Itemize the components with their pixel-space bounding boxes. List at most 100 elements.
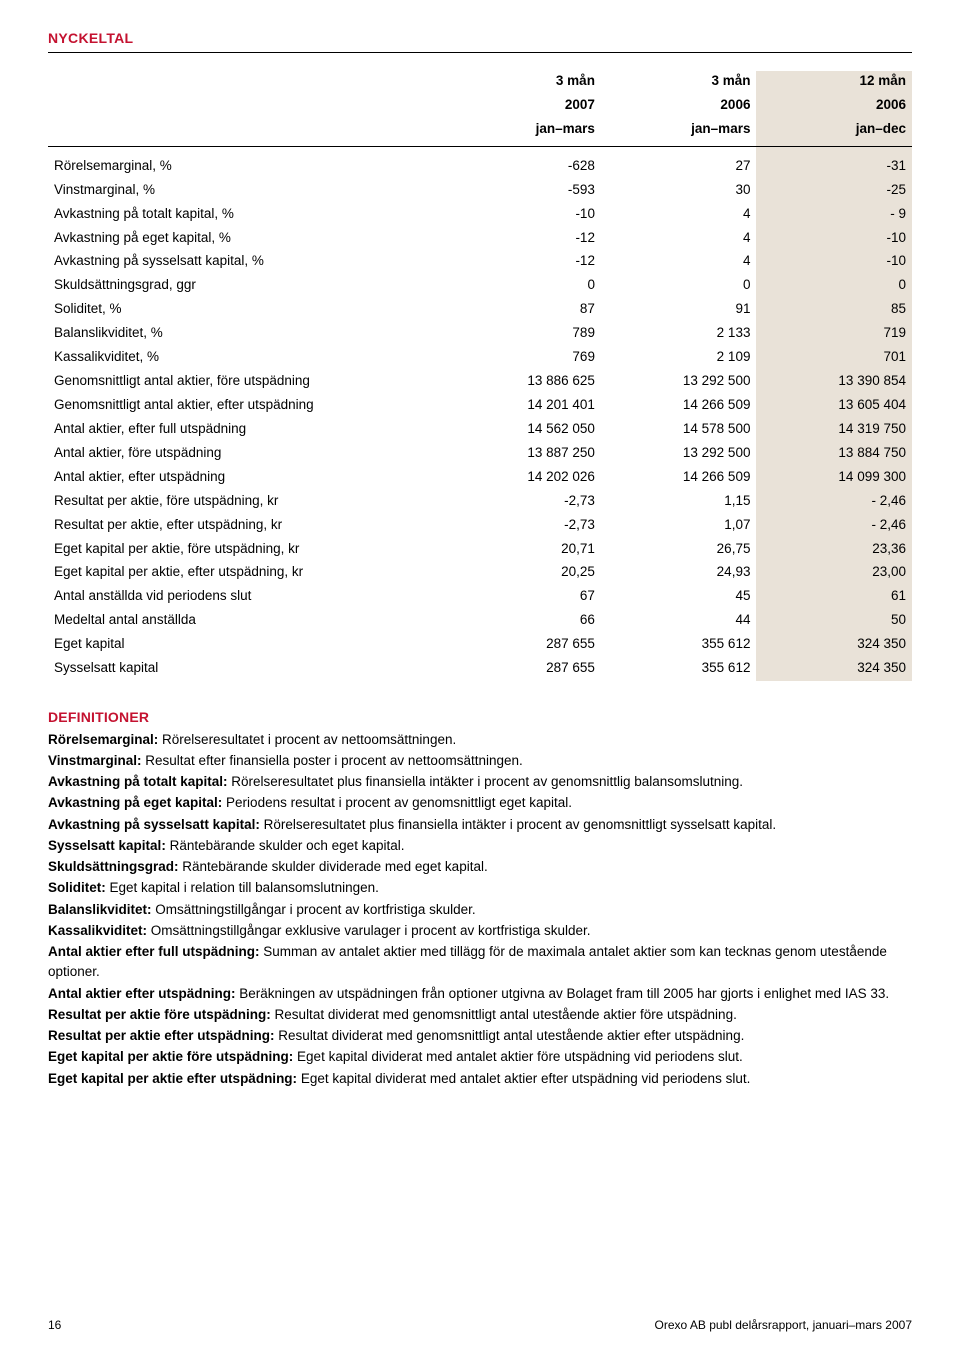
definition-item: Soliditet: Eget kapital i relation till … — [48, 878, 912, 898]
row-value: 4 — [601, 202, 757, 226]
row-label: Eget kapital per aktie, före utspädning,… — [48, 537, 445, 561]
definition-text: Räntebärande skulder och eget kapital. — [166, 838, 405, 853]
row-value: 4 — [601, 226, 757, 250]
row-value: 1,15 — [601, 489, 757, 513]
definition-item: Eget kapital per aktie efter utspädning:… — [48, 1069, 912, 1089]
table-row: Avkastning på totalt kapital, %-104- 9 — [48, 202, 912, 226]
row-value: 26,75 — [601, 537, 757, 561]
row-value: 13 390 854 — [756, 370, 912, 394]
row-label: Resultat per aktie, före utspädning, kr — [48, 489, 445, 513]
row-value: -2,73 — [445, 513, 601, 537]
definition-item: Rörelsemarginal: Rörelseresultatet i pro… — [48, 730, 912, 750]
row-value: 4 — [601, 250, 757, 274]
page-number: 16 — [48, 1318, 61, 1332]
row-value: 67 — [445, 585, 601, 609]
definition-term: Avkastning på eget kapital: — [48, 795, 222, 810]
definition-text: Räntebärande skulder dividerade med eget… — [179, 859, 488, 874]
row-value: 20,71 — [445, 537, 601, 561]
definition-item: Avkastning på eget kapital: Periodens re… — [48, 793, 912, 813]
row-value: 2 109 — [601, 346, 757, 370]
row-value: 287 655 — [445, 657, 601, 681]
row-label: Sysselsatt kapital — [48, 657, 445, 681]
table-row: Avkastning på sysselsatt kapital, %-124-… — [48, 250, 912, 274]
row-value: 324 350 — [756, 657, 912, 681]
definitions-section: DEFINITIONER Rörelsemarginal: Rörelseres… — [48, 707, 912, 1090]
definition-item: Antal aktier efter utspädning: Beräkning… — [48, 984, 912, 1004]
row-value: 0 — [756, 274, 912, 298]
row-value: 13 884 750 — [756, 441, 912, 465]
row-value: - 2,46 — [756, 513, 912, 537]
definition-term: Balanslikviditet: — [48, 902, 152, 917]
header-empty — [48, 119, 445, 143]
col-header-2-line3: jan–mars — [601, 119, 757, 143]
row-value: -12 — [445, 250, 601, 274]
row-value: -593 — [445, 178, 601, 202]
table-header: 3 mån 3 mån 12 mån 2007 2006 2006 jan–ma… — [48, 71, 912, 146]
row-value: 2 133 — [601, 322, 757, 346]
row-value: 14 099 300 — [756, 465, 912, 489]
definitions-heading: DEFINITIONER — [48, 707, 912, 728]
row-value: 66 — [445, 609, 601, 633]
row-label: Avkastning på sysselsatt kapital, % — [48, 250, 445, 274]
row-value: 91 — [601, 298, 757, 322]
row-value: 287 655 — [445, 633, 601, 657]
row-value: 61 — [756, 585, 912, 609]
table-row: Skuldsättningsgrad, ggr000 — [48, 274, 912, 298]
row-value: 24,93 — [601, 561, 757, 585]
definition-term: Sysselsatt kapital: — [48, 838, 166, 853]
header-empty — [48, 71, 445, 95]
definition-term: Resultat per aktie före utspädning: — [48, 1007, 271, 1022]
table-row: Genomsnittligt antal aktier, före utspäd… — [48, 370, 912, 394]
definition-term: Rörelsemarginal: — [48, 732, 158, 747]
kpi-table: 3 mån 3 mån 12 mån 2007 2006 2006 jan–ma… — [48, 71, 912, 681]
section-title: NYCKELTAL — [48, 30, 912, 46]
definition-term: Avkastning på sysselsatt kapital: — [48, 817, 260, 832]
row-value: 14 319 750 — [756, 417, 912, 441]
row-label: Vinstmarginal, % — [48, 178, 445, 202]
table-row: Resultat per aktie, efter utspädning, kr… — [48, 513, 912, 537]
definition-term: Eget kapital per aktie före utspädning: — [48, 1049, 293, 1064]
definition-term: Avkastning på totalt kapital: — [48, 774, 228, 789]
row-value: 14 562 050 — [445, 417, 601, 441]
row-label: Genomsnittligt antal aktier, före utspäd… — [48, 370, 445, 394]
table-row: Vinstmarginal, %-59330-25 — [48, 178, 912, 202]
row-value: 701 — [756, 346, 912, 370]
col-header-3-line1: 12 mån — [756, 71, 912, 95]
definition-text: Resultat dividerat med genomsnittligt an… — [275, 1028, 745, 1043]
row-value: 27 — [601, 154, 757, 178]
row-value: 23,36 — [756, 537, 912, 561]
table-row: Eget kapital per aktie, efter utspädning… — [48, 561, 912, 585]
definition-text: Eget kapital dividerat med antalet aktie… — [293, 1049, 743, 1064]
definition-item: Antal aktier efter full utspädning: Summ… — [48, 942, 912, 983]
col-header-3-line2: 2006 — [756, 95, 912, 119]
row-value: 13 292 500 — [601, 370, 757, 394]
row-label: Rörelsemarginal, % — [48, 154, 445, 178]
row-label: Resultat per aktie, efter utspädning, kr — [48, 513, 445, 537]
row-value: 0 — [601, 274, 757, 298]
row-value: 13 887 250 — [445, 441, 601, 465]
row-label: Antal aktier, efter utspädning — [48, 465, 445, 489]
definition-text: Eget kapital dividerat med antalet aktie… — [297, 1071, 750, 1086]
definition-text: Beräkningen av utspädningen från optione… — [236, 986, 890, 1001]
row-value: 0 — [445, 274, 601, 298]
definition-term: Antal aktier efter full utspädning: — [48, 944, 260, 959]
definition-item: Vinstmarginal: Resultat efter finansiell… — [48, 751, 912, 771]
row-value: 30 — [601, 178, 757, 202]
definition-text: Rörelseresultatet plus finansiella intäk… — [260, 817, 776, 832]
row-value: -10 — [756, 226, 912, 250]
definition-item: Kassalikviditet: Omsättningstillgångar e… — [48, 921, 912, 941]
definition-term: Antal aktier efter utspädning: — [48, 986, 236, 1001]
definition-text: Resultat efter finansiella poster i proc… — [142, 753, 523, 768]
table-row: Antal aktier, efter full utspädning14 56… — [48, 417, 912, 441]
definition-item: Eget kapital per aktie före utspädning: … — [48, 1047, 912, 1067]
definition-item: Sysselsatt kapital: Räntebärande skulder… — [48, 836, 912, 856]
row-value: - 9 — [756, 202, 912, 226]
definition-item: Avkastning på sysselsatt kapital: Rörels… — [48, 815, 912, 835]
row-value: 14 202 026 — [445, 465, 601, 489]
table-row: Eget kapital per aktie, före utspädning,… — [48, 537, 912, 561]
row-value: 14 578 500 — [601, 417, 757, 441]
row-value: -31 — [756, 154, 912, 178]
table-row: Avkastning på eget kapital, %-124-10 — [48, 226, 912, 250]
table-row: Antal aktier, efter utspädning14 202 026… — [48, 465, 912, 489]
definition-item: Skuldsättningsgrad: Räntebärande skulder… — [48, 857, 912, 877]
